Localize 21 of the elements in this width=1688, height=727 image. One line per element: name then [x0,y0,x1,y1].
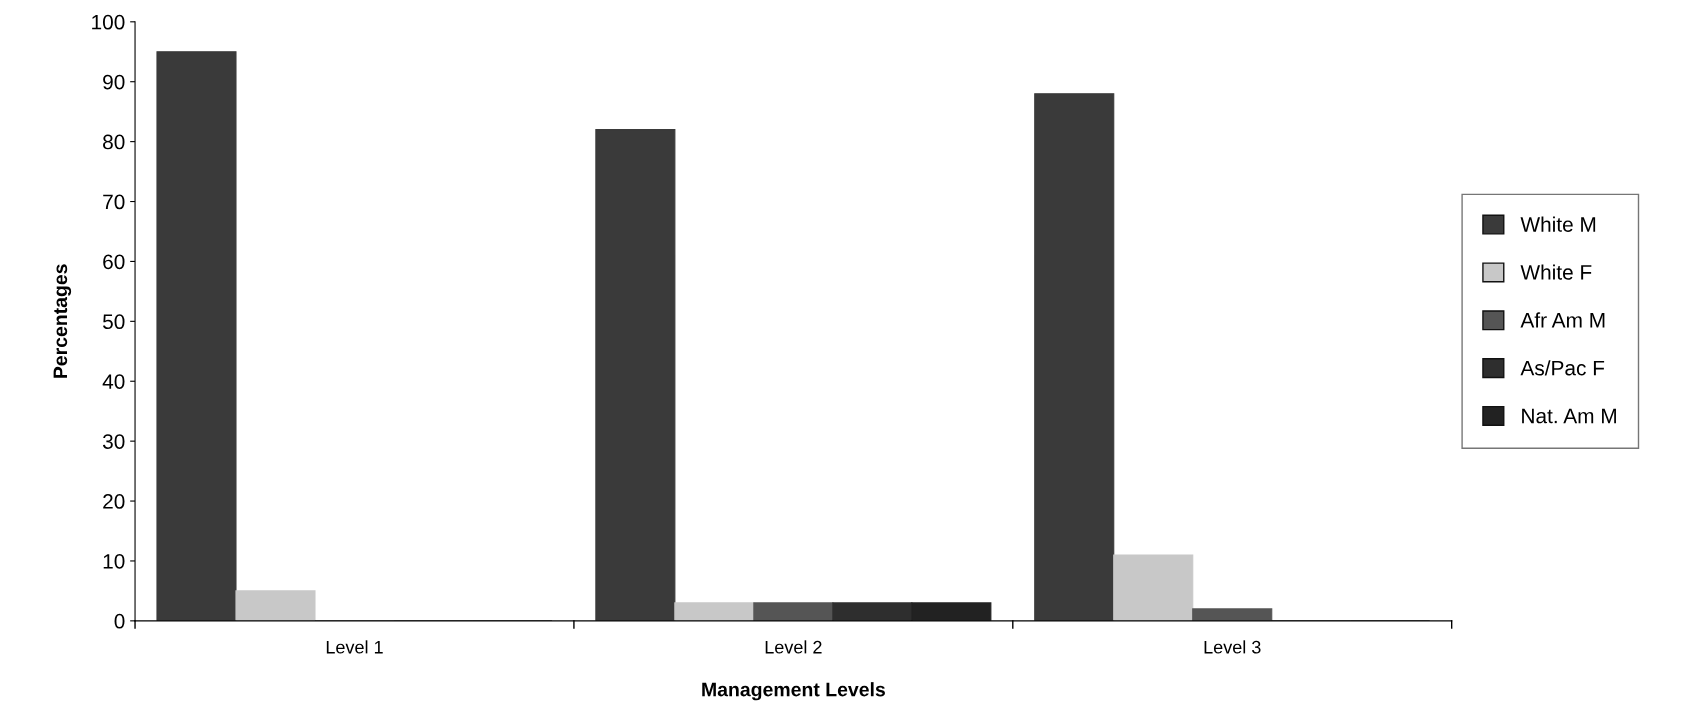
y-tick-label: 90 [103,74,125,90]
legend-label: White F [1520,264,1592,280]
y-tick-label: 50 [102,314,125,330]
legend-label: As/Pac F [1520,360,1605,376]
y-tick-label: 80 [103,134,125,150]
y-tick-label: 0 [114,613,125,629]
x-tick-label: Level 3 [1204,640,1261,654]
y-tick-label: 70 [103,194,125,210]
legend-label: White M [1520,216,1596,232]
y-tick-label: 100 [92,14,125,30]
legend-label: Afr Am M [1520,312,1605,328]
y-tick-label: 30 [102,434,125,449]
x-tick-label: Level 2 [765,640,822,654]
y-tick-label: 10 [103,553,125,569]
legend-label: Nat. Am M [1522,408,1616,424]
x-axis-title: Management Levels [702,682,885,701]
x-tick-label: Level 1 [326,640,383,654]
y-tick-label: 20 [103,494,125,509]
y-axis-title: Percentages [53,264,72,378]
y-tick-label: 40 [102,374,125,389]
y-tick-label: 60 [103,254,125,270]
